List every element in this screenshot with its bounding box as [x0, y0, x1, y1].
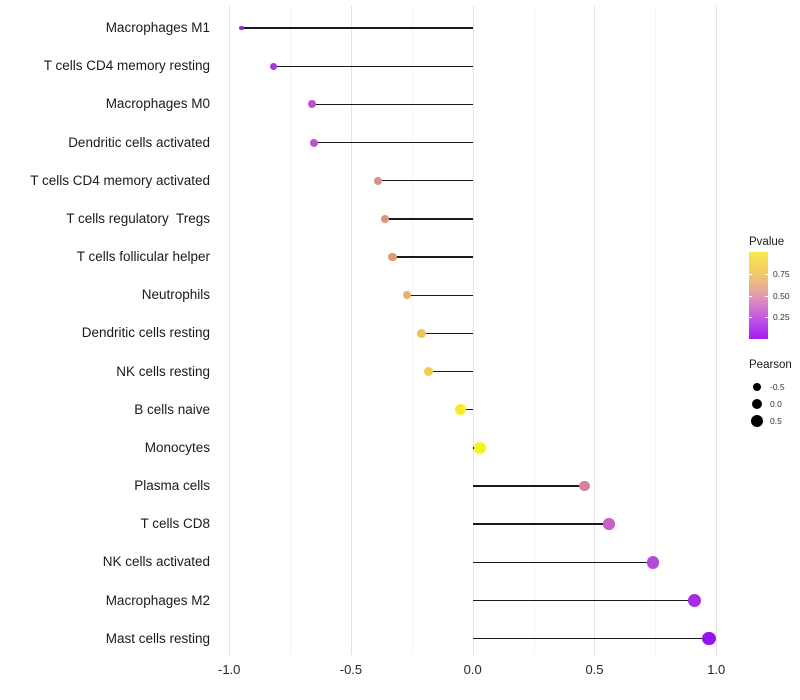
x-axis-tick-label: -0.5	[339, 662, 363, 677]
y-axis-label: Macrophages M0	[105, 96, 210, 112]
y-axis-label: Dendritic cells activated	[68, 134, 210, 150]
pearson-legend-title: Pearson	[749, 359, 792, 371]
pearson-size-dot	[750, 414, 764, 428]
y-axis-label: T cells CD4 memory resting	[43, 58, 210, 74]
lollipop-stem	[273, 65, 473, 67]
lollipop-dot	[454, 403, 467, 416]
lollipop-dot	[646, 556, 660, 569]
pearson-size-label: 0.0	[770, 399, 782, 409]
y-axis-label: Monocytes	[144, 439, 210, 455]
lollipop-stem	[460, 409, 473, 411]
gridline-minor	[655, 6, 657, 655]
lollipop-stem	[472, 637, 709, 640]
pvalue-gradient-tick	[749, 317, 752, 319]
lollipop-dot	[702, 631, 716, 646]
lollipop-stem	[314, 141, 473, 144]
pearson-size-dot	[751, 398, 763, 410]
pvalue-gradient-tick	[749, 273, 752, 275]
y-axis-label: NK cells activated	[102, 554, 210, 570]
gridline-major	[472, 6, 474, 655]
lollipop-stem	[385, 218, 473, 220]
lollipop-dot	[474, 441, 487, 454]
lollipop-dot	[373, 176, 382, 185]
y-axis-label: B cells naive	[134, 401, 210, 417]
pvalue-gradient-bar	[749, 252, 768, 339]
gridline-major	[716, 6, 718, 655]
lollipop-dot	[579, 480, 590, 492]
y-axis-label: Mast cells resting	[105, 630, 210, 646]
gridline-minor	[290, 6, 292, 655]
lollipop-dot	[603, 518, 615, 530]
lollipop-dot	[308, 100, 316, 109]
pearson-size-label: 0.5	[770, 416, 782, 426]
y-axis-label: Neutrophils	[141, 287, 210, 303]
lollipop-stem	[472, 523, 610, 525]
x-axis-tick-label: 1.0	[707, 662, 726, 677]
y-axis-label: Dendritic cells resting	[81, 325, 210, 341]
lollipop-stem	[377, 180, 473, 182]
lollipop-stem	[472, 599, 695, 602]
pvalue-gradient-tick	[765, 317, 768, 319]
lollipop-dot	[381, 214, 390, 223]
pvalue-gradient-tick	[765, 295, 768, 297]
gridline-minor	[411, 6, 413, 655]
lollipop-stem	[241, 27, 473, 29]
lollipop-dot	[687, 594, 701, 607]
lollipop-dot	[402, 290, 412, 300]
pvalue-legend-title: Pvalue	[749, 236, 785, 248]
y-axis-label: T cells CD4 memory activated	[30, 172, 210, 188]
y-axis-label: T cells CD8	[140, 516, 210, 532]
lollipop-stem	[312, 103, 473, 106]
plot-panel	[218, 6, 735, 655]
y-axis-label: Macrophages M1	[105, 20, 210, 36]
lollipop-stem	[472, 485, 585, 487]
pearson-size-dot	[752, 382, 762, 392]
y-axis-label: T cells follicular helper	[76, 249, 210, 265]
pvalue-gradient-tick	[749, 295, 752, 297]
lollipop-dot	[417, 328, 427, 338]
gridline-minor	[533, 6, 535, 655]
lollipop-stem	[472, 561, 653, 564]
lollipop-stem	[406, 294, 473, 296]
y-axis-label: Macrophages M2	[105, 592, 210, 608]
gridline-major	[350, 6, 352, 655]
lollipop-dot	[310, 138, 319, 147]
lollipop-dot	[239, 25, 244, 31]
y-axis-label: T cells regulatory Tregs	[66, 210, 210, 226]
x-axis-tick-label: -1.0	[217, 662, 241, 677]
x-axis-tick-label: 0.5	[585, 662, 604, 677]
y-axis-label: Plasma cells	[134, 478, 210, 494]
lollipop-dot	[269, 62, 277, 70]
pvalue-tick-label: 0.75	[773, 268, 790, 279]
gridline-major	[594, 6, 596, 655]
pearson-size-label: -0.5	[770, 382, 785, 392]
gridline-major	[229, 6, 231, 655]
pvalue-tick-label: 0.25	[773, 312, 790, 323]
lollipop-dot	[424, 367, 434, 377]
x-axis-tick-label: 0.0	[463, 662, 482, 677]
lollipop-stem	[421, 332, 473, 335]
y-axis-label: NK cells resting	[116, 363, 210, 379]
lollipop-stem	[392, 256, 473, 258]
pvalue-gradient-tick	[765, 273, 768, 275]
lollipop-dot	[388, 252, 397, 262]
pvalue-tick-label: 0.50	[773, 290, 790, 301]
lollipop-stem	[428, 370, 473, 373]
